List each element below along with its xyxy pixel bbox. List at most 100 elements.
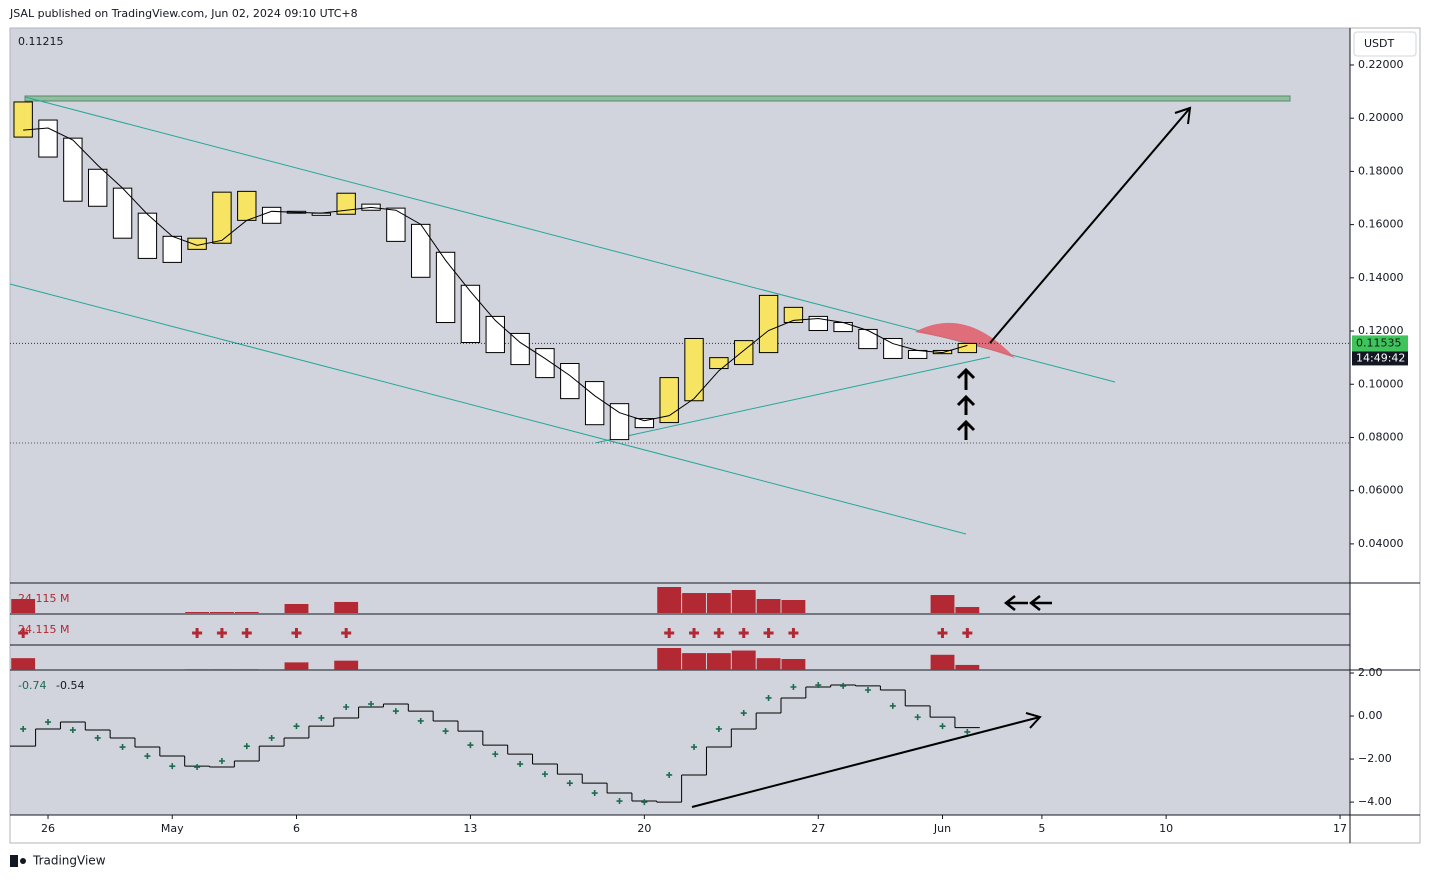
volume-bar bbox=[706, 593, 731, 613]
osc-dot bbox=[368, 700, 375, 707]
highlight bbox=[915, 322, 1015, 358]
frame bbox=[9, 27, 1421, 844]
logo bbox=[10, 855, 26, 867]
candle bbox=[63, 137, 83, 202]
y-tick-label: 0.20000 bbox=[1358, 111, 1404, 124]
volume-label: 24.115 M bbox=[18, 623, 69, 636]
volume-bar bbox=[334, 660, 359, 670]
osc-tick-label: 2.00 bbox=[1358, 666, 1383, 679]
x-tick-label: 6 bbox=[293, 822, 300, 835]
candle bbox=[609, 403, 630, 441]
x-tick-label: 5 bbox=[1038, 822, 1045, 835]
volume-marker bbox=[713, 628, 724, 638]
volume-bar bbox=[930, 595, 955, 613]
currency: USDT bbox=[1364, 37, 1395, 50]
osc-dot bbox=[442, 728, 449, 735]
osc-dot bbox=[492, 751, 499, 758]
candle bbox=[13, 101, 33, 138]
osc-dot bbox=[194, 764, 201, 771]
osc-value: -0.54 bbox=[56, 679, 84, 692]
volume-bar bbox=[682, 593, 706, 613]
volume-bar bbox=[955, 607, 980, 613]
arrow-head bbox=[1174, 106, 1192, 125]
candle bbox=[460, 284, 481, 343]
osc-dot bbox=[566, 780, 573, 787]
arrow-head bbox=[1025, 712, 1042, 729]
y-tick-label: 0.22000 bbox=[1358, 58, 1404, 71]
osc-value: -0.74 bbox=[18, 679, 46, 692]
osc-dot bbox=[392, 708, 399, 715]
candle bbox=[411, 223, 431, 278]
volume-marker bbox=[341, 628, 352, 638]
volume-bar bbox=[210, 612, 234, 613]
osc-dot bbox=[243, 743, 250, 750]
osc-tick-label: −2.00 bbox=[1358, 752, 1392, 765]
volume-marker bbox=[962, 628, 973, 638]
candle bbox=[237, 190, 257, 221]
osc-dot bbox=[591, 790, 598, 797]
x-tick-label: 27 bbox=[811, 822, 825, 835]
candle bbox=[684, 337, 704, 402]
candle bbox=[957, 342, 978, 354]
candle bbox=[734, 340, 754, 366]
top-label: 0.11215 bbox=[18, 35, 64, 48]
x-tick-label: 13 bbox=[463, 822, 477, 835]
candle bbox=[212, 191, 232, 244]
osc-dot bbox=[268, 734, 275, 741]
candle bbox=[137, 212, 158, 259]
osc-dot bbox=[94, 734, 101, 741]
osc-tick-label: −4.00 bbox=[1358, 795, 1392, 808]
x-tick-label: May bbox=[161, 822, 184, 835]
osc-dot bbox=[20, 725, 27, 732]
volume-bar bbox=[781, 659, 806, 670]
volume-bar bbox=[185, 612, 210, 613]
osc-dot bbox=[666, 771, 673, 778]
osc-dot bbox=[318, 714, 325, 721]
volume-marker bbox=[291, 628, 302, 638]
osc-dot bbox=[119, 744, 126, 751]
last-price: 0.11535 bbox=[1356, 336, 1402, 349]
up-arrows bbox=[956, 367, 976, 440]
candle bbox=[758, 294, 779, 354]
candle bbox=[808, 315, 828, 332]
volume-bar bbox=[731, 590, 756, 613]
left-arrows bbox=[1003, 595, 1052, 611]
volume-bar bbox=[657, 648, 682, 670]
volume-bar bbox=[210, 669, 234, 670]
osc-dot bbox=[740, 710, 747, 717]
osc-dot bbox=[45, 719, 52, 726]
volume-bar bbox=[682, 653, 706, 670]
osc-dot bbox=[691, 744, 698, 751]
x-tick-label: 17 bbox=[1333, 822, 1347, 835]
arrow bbox=[989, 107, 1191, 344]
candle bbox=[510, 332, 530, 366]
x-tick-label: Jun bbox=[933, 822, 951, 835]
volume-marker bbox=[788, 628, 799, 638]
x-tick-label: 10 bbox=[1159, 822, 1173, 835]
volume-marker bbox=[216, 628, 227, 638]
volume-bar bbox=[11, 658, 36, 670]
resistance-zone bbox=[24, 95, 1291, 102]
candle bbox=[435, 251, 456, 324]
osc-dot bbox=[889, 702, 896, 709]
y-tick-label: 0.12000 bbox=[1358, 324, 1404, 337]
osc-dot bbox=[218, 758, 225, 765]
countdown-box bbox=[1352, 351, 1408, 366]
candle bbox=[783, 306, 804, 324]
candle bbox=[261, 206, 282, 224]
countdown: 14:49:42 bbox=[1356, 351, 1405, 364]
candle bbox=[88, 168, 108, 207]
osc-dot bbox=[765, 694, 772, 701]
volume-marker bbox=[192, 628, 203, 638]
footer: TradingView bbox=[32, 854, 106, 868]
candle bbox=[386, 207, 406, 242]
y-tick-label: 0.04000 bbox=[1358, 537, 1404, 550]
osc-dot bbox=[293, 723, 300, 730]
currency-box[interactable] bbox=[1353, 31, 1417, 57]
osc-dot bbox=[939, 723, 946, 730]
osc-dot bbox=[417, 717, 424, 724]
volume-marker bbox=[664, 628, 675, 638]
osc-dot bbox=[517, 761, 524, 768]
osc-dot bbox=[641, 799, 648, 806]
